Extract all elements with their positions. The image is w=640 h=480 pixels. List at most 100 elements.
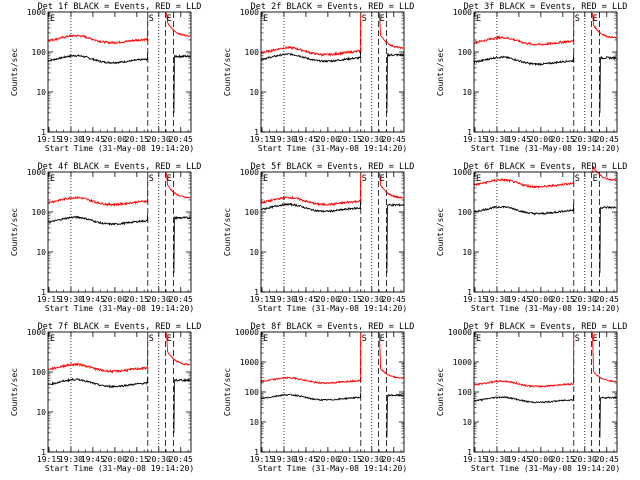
- x-tick-label: 20:15: [551, 455, 575, 464]
- x-axis-label: Start Time (31-May-08 19:14:20): [258, 144, 407, 153]
- marker-label-e-start: E: [476, 14, 481, 24]
- plot-frame: [47, 331, 192, 453]
- marker-label-e-start: E: [50, 334, 55, 344]
- x-tick-label: 20:30: [360, 455, 384, 464]
- marker-label-s: S: [149, 14, 154, 24]
- marker-label-e: E: [380, 334, 385, 344]
- x-tick-label: 20:30: [573, 455, 597, 464]
- y-tick-label: 1000: [240, 8, 259, 17]
- x-axis-label: Start Time (31-May-08 19:14:20): [471, 144, 620, 153]
- panel-det-5: Det 5f BLACK = Events, RED = LLD 1 10 100 10…: [223, 162, 414, 313]
- panel-det-2: Det 2f BLACK = Events, RED = LLD 1 10 100 10…: [223, 2, 414, 153]
- y-tick-label: 1: [254, 448, 259, 457]
- series-events-trace: [473, 394, 575, 404]
- marker-label-e-start: E: [50, 174, 55, 184]
- series-lld-trace: [473, 173, 575, 189]
- marker-label-e: E: [167, 334, 172, 344]
- marker-label-e-start: E: [476, 174, 481, 184]
- x-tick-label: 20:15: [338, 295, 362, 304]
- plot-frame: [47, 171, 192, 293]
- marker-label-s: S: [362, 14, 367, 24]
- marker-label-e: E: [167, 14, 172, 24]
- series-lld-trace-post: [378, 172, 404, 199]
- marker-label-e: E: [593, 14, 598, 24]
- x-axis-label: Start Time (31-May-08 19:14:20): [45, 304, 194, 313]
- y-tick-label: 1: [254, 288, 259, 297]
- y-tick-label: 1000: [453, 168, 472, 177]
- y-tick-label: 1000: [27, 168, 46, 177]
- series-events-trace: [474, 203, 575, 216]
- x-axis-label: Start Time (31-May-08 19:14:20): [258, 304, 407, 313]
- x-tick-label: 20:00: [316, 135, 340, 144]
- y-tick-label: 100: [32, 48, 47, 57]
- panel-title: Det 6f BLACK = Events, RED = LLD: [464, 162, 628, 172]
- x-tick-label: 20:45: [595, 295, 619, 304]
- y-tick-label: 1: [41, 448, 46, 457]
- x-tick-label: 20:15: [125, 135, 149, 144]
- panel-det-1: Det 1f BLACK = Events, RED = LLD 1 10 100 10…: [10, 2, 201, 153]
- series-events-trace-post: [173, 377, 191, 433]
- series-lld-trace-post: [165, 172, 191, 199]
- marker-label-e: E: [167, 174, 172, 184]
- y-tick-label: 10: [462, 248, 472, 257]
- y-axis-label: Counts/sec: [10, 48, 19, 96]
- panel-det-3: Det 3f BLACK = Events, RED = LLD 1 10 100 10…: [436, 2, 627, 153]
- panel-det-8: Det 8f BLACK = Events, RED = LLD 1 10 100 10…: [223, 322, 414, 473]
- series-events-trace-post: [386, 202, 404, 273]
- x-tick-label: 20:15: [338, 135, 362, 144]
- x-tick-label: 19:30: [485, 295, 509, 304]
- panel-title: Det 1f BLACK = Events, RED = LLD: [38, 2, 202, 12]
- y-tick-label: 100: [245, 208, 260, 217]
- x-tick-label: 19:45: [294, 455, 318, 464]
- series-events-trace: [260, 392, 362, 402]
- series-lld-trace-post: [378, 12, 404, 50]
- y-tick-label: 10000: [235, 328, 259, 337]
- x-tick-label: 20:00: [529, 135, 553, 144]
- y-tick-label: 1: [254, 128, 259, 137]
- y-tick-label: 1000: [27, 8, 46, 17]
- marker-label-e: E: [593, 174, 598, 184]
- marker-label-s: S: [575, 334, 580, 344]
- y-tick-label: 100: [458, 208, 473, 217]
- y-axis-label: Counts/sec: [223, 48, 232, 96]
- y-tick-label: 10000: [448, 328, 472, 337]
- series-lld-trace-post: [591, 332, 617, 383]
- x-tick-label: 20:00: [103, 135, 127, 144]
- y-tick-label: 10: [249, 418, 259, 427]
- y-tick-label: 10: [36, 248, 46, 257]
- x-tick-label: 19:15: [463, 455, 487, 464]
- plot-frame: [260, 171, 405, 293]
- y-tick-label: 10: [249, 248, 259, 257]
- x-tick-label: 19:30: [59, 455, 83, 464]
- x-tick-label: 20:30: [147, 455, 171, 464]
- series-events-trace: [260, 201, 362, 213]
- x-tick-label: 20:45: [169, 295, 193, 304]
- y-tick-label: 1000: [240, 168, 259, 177]
- x-tick-label: 19:15: [37, 295, 61, 304]
- series-lld-trace: [474, 333, 575, 388]
- x-axis-label: Start Time (31-May-08 19:14:20): [45, 464, 194, 473]
- series-events-trace-post: [386, 393, 404, 438]
- x-tick-label: 20:00: [529, 455, 553, 464]
- x-tick-label: 20:15: [338, 455, 362, 464]
- x-tick-label: 20:15: [551, 295, 575, 304]
- x-tick-label: 20:30: [147, 295, 171, 304]
- marker-label-s: S: [362, 334, 367, 344]
- x-tick-label: 19:45: [507, 135, 531, 144]
- series-events-trace-post: [386, 52, 404, 113]
- x-tick-label: 19:45: [294, 295, 318, 304]
- series-events-trace: [47, 214, 149, 226]
- series-lld-trace: [47, 173, 149, 207]
- marker-label-s: S: [575, 14, 580, 24]
- y-tick-label: 1: [467, 288, 472, 297]
- x-tick-label: 19:30: [59, 135, 83, 144]
- x-tick-label: 20:45: [169, 135, 193, 144]
- marker-label-e-start: E: [476, 334, 481, 344]
- x-tick-label: 20:30: [147, 135, 171, 144]
- x-tick-label: 19:45: [81, 135, 105, 144]
- x-tick-label: 20:00: [103, 295, 127, 304]
- x-tick-label: 20:15: [125, 295, 149, 304]
- plot-frame: [260, 11, 405, 133]
- y-tick-label: 10: [36, 408, 46, 417]
- x-tick-label: 20:30: [573, 135, 597, 144]
